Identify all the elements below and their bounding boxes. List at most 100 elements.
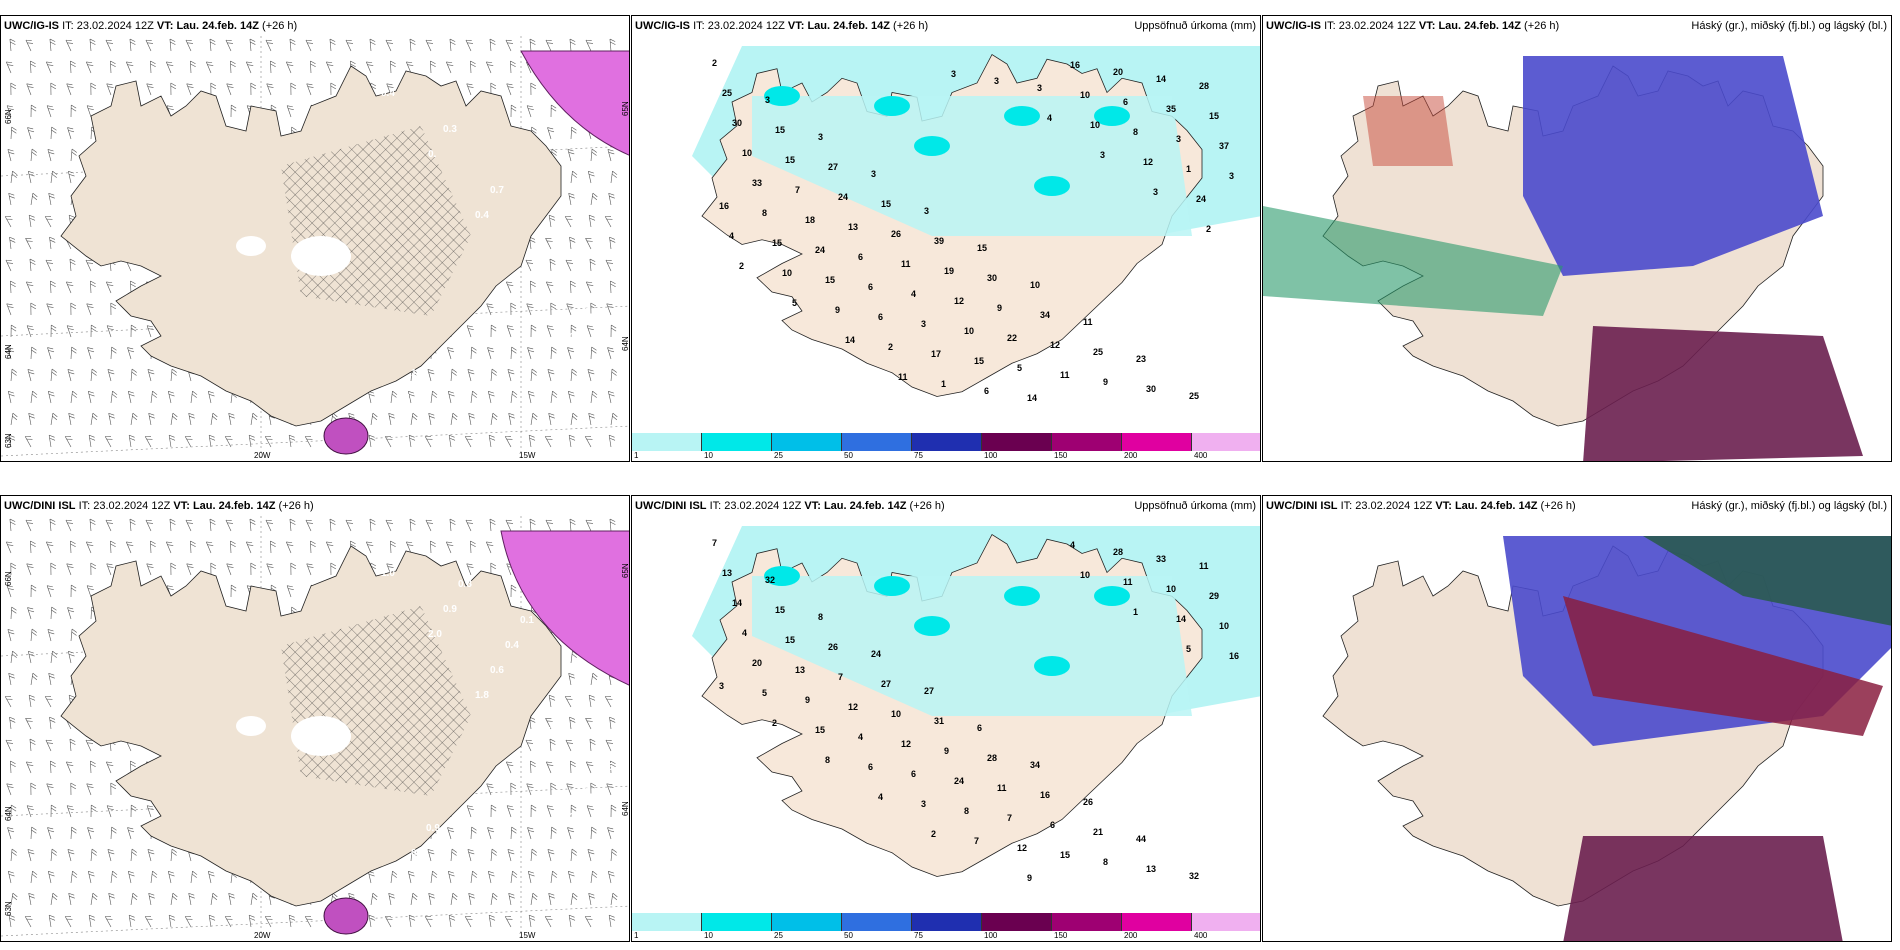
accum-value-label: 32 [1189,871,1199,881]
panel-title: Uppsöfnuð úrkoma (mm) [1134,20,1256,32]
accum-value-label: 11 [901,259,911,269]
wind-map-svg: 0.4 0. 0.4 0.5 0.8 0.4 0.3 0.7 0. 1.9 1.6 [1,36,629,461]
accum-value-label: 14 [732,598,742,608]
wind-map: 1.0 2.0 1.8 1.1 2.0 2. 0.9 0.6 0.5 0.6 0.5 0.8 0.4 0.… [1,516,629,941]
precip-value-label: 1.0 [381,568,395,579]
accum-value-label: 7 [974,836,979,846]
colorbar-label: 50 [844,451,853,460]
precip-value-label: 0.1 [520,615,534,626]
precip-value-label: 0.9 [443,604,457,615]
accum-value-label: 30 [1146,384,1156,394]
accum-value-label: 1 [941,379,946,389]
accum-value-label: 11 [898,372,908,382]
accum-value-label: 28 [1199,81,1209,91]
panel-title: Háský (gr.), miðský (fj.bl.) og lágský (… [1691,500,1887,512]
accum-value-label: 28 [1113,547,1123,557]
precip-value-label: 2. [396,873,405,884]
accum-value-label: 11 [1083,317,1093,327]
panel-title: Háský (gr.), miðský (fj.bl.) og lágský (… [1691,20,1887,32]
lead-time: (+26 h) [1540,500,1576,512]
accum-value-label: 12 [954,296,964,306]
colorbar-segment [1192,913,1260,931]
precip-value-label: 0.4 [396,393,410,404]
accum-value-label: 3 [951,69,956,79]
accum-value-label: 33 [1156,554,1166,564]
colorbar-segment [772,433,842,451]
accum-value-label: 4 [878,792,883,802]
accum-value-label: 4 [911,289,916,299]
panel-cloud-top: UWC/IG-IS IT: 23.02.2024 12Z VT: Lau. 24… [1262,15,1892,462]
accum-value-label: 8 [1103,857,1108,867]
model-name: UWC/IG-IS [635,20,690,32]
precip-value-label: 0. [428,149,437,160]
lat-label: 65N [621,101,630,116]
cloud-map [1263,36,1891,461]
colorbar-label: 100 [984,931,998,940]
accum-value-label: 15 [775,125,785,135]
accum-value-label: 44 [1136,834,1146,844]
accum-value-label: 2 [712,58,717,68]
accum-value-label: 15 [815,725,825,735]
accum-value-label: 12 [1143,157,1153,167]
accum-value-label: 8 [964,806,969,816]
accum-value-label: 13 [722,568,732,578]
vt-prefix: VT: [1435,500,1452,512]
it-prefix: IT: [62,20,74,32]
it-value: 23.02.2024 12Z [724,500,802,512]
colorbar-label: 75 [914,451,923,460]
accum-value-label: 11 [1060,370,1070,380]
panel-header: UWC/IG-IS IT: 23.02.2024 12Z VT: Lau. 24… [1,16,629,36]
precip-value-label: 0.7 [490,185,504,196]
it-prefix: IT: [693,20,705,32]
lat-label: 66N [4,571,13,586]
vt-value: Lau. 24.feb. 14Z [1454,500,1538,512]
accum-value-label: 13 [1146,864,1156,874]
accum-value-label: 7 [1007,813,1012,823]
accum-value-label: 3 [1100,150,1105,160]
it-prefix: IT: [1340,500,1353,512]
accum-value-label: 4 [742,628,747,638]
accum-value-label: 9 [835,305,840,315]
colorbar-segment [1122,433,1192,451]
colorbar: 1 10 25 50 75 100 150 200 400 [632,913,1260,941]
model-name: UWC/DINI ISL [4,500,76,512]
precip-value-label: 0.5 [552,701,566,712]
accum-value-label: 12 [1050,340,1060,350]
accum-value-label: 34 [1030,760,1040,770]
colorbar-segment [912,913,982,931]
precip-value-label: 0.3 [443,124,457,135]
accum-value-label: 15 [881,199,891,209]
accum-value-label: 16 [1070,60,1080,70]
accum-value-label: 17 [931,349,941,359]
accum-value-label: 2 [931,829,936,839]
colorbar-segment [982,913,1052,931]
lead-time: (+26 h) [278,500,314,512]
accum-value-label: 11 [997,783,1007,793]
colorbar-segment [1122,913,1192,931]
precip-value-label: 1.6 [411,368,425,379]
panel-accum-precip-bottom: UWC/DINI ISL IT: 23.02.2024 12Z VT: Lau.… [631,495,1261,942]
colorbar-segment [702,433,772,451]
vt-prefix: VT: [804,500,821,512]
vt-prefix: VT: [1418,20,1436,32]
lon-label: 15W [519,931,536,940]
accum-value-label: 9 [944,746,949,756]
accum-value-label: 1 [1186,164,1191,174]
accum-value-label: 23 [1136,354,1146,364]
accum-value-label: 5 [1017,363,1022,373]
accum-value-label: 33 [752,178,762,188]
lat-label: 64N [4,344,13,359]
it-prefix: IT: [709,500,722,512]
accum-value-label: 15 [772,238,782,248]
precip-value-label: 0.8 [458,579,472,590]
panel-header: UWC/DINI ISL IT: 23.02.2024 12Z VT: Lau.… [1263,496,1891,516]
accum-value-label: 6 [868,762,873,772]
accum-value-label: 14 [1156,74,1166,84]
accum-value-label: 2 [1206,224,1211,234]
accum-value-label: 27 [881,679,891,689]
lat-label: 65N [621,563,630,578]
accum-map-svg: 7328242763426443213152627312816211311141… [632,516,1260,916]
accum-value-label: 3 [994,76,999,86]
accum-value-label: 19 [944,266,954,276]
colorbar-segment [842,913,912,931]
